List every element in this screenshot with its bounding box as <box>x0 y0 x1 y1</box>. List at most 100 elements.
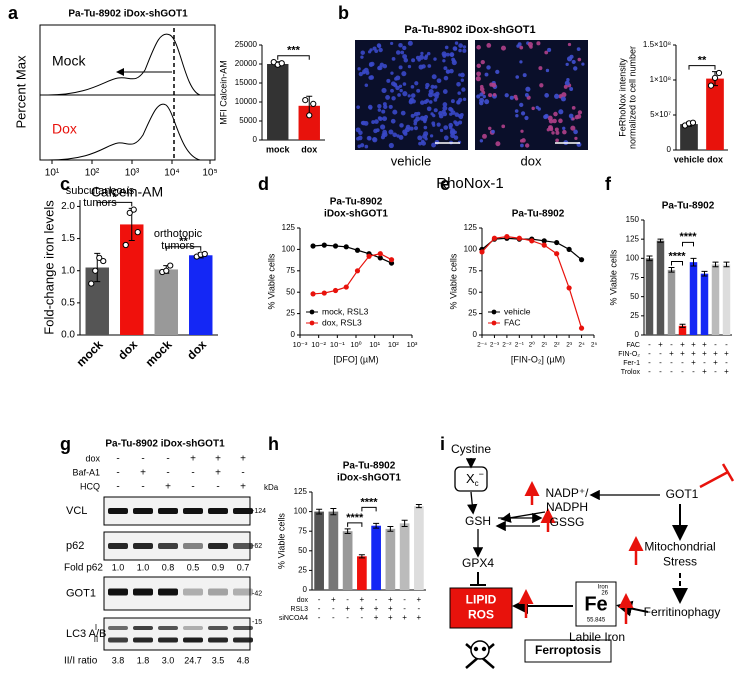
transporter-label: Xc− <box>466 469 484 488</box>
nucleus <box>360 50 365 55</box>
nucleus <box>398 42 403 48</box>
significance: * <box>112 191 117 203</box>
kda-label: kDa <box>264 483 279 492</box>
nucleus <box>450 99 455 104</box>
significance-bracket <box>96 201 133 207</box>
legend-label: mock, RSL3 <box>322 306 369 316</box>
nucleus <box>369 48 373 52</box>
nucleus <box>403 131 408 136</box>
data-point <box>707 82 715 89</box>
nucleus <box>413 121 417 126</box>
y-tick-label: 50 <box>630 292 639 301</box>
nucleus <box>549 127 554 132</box>
nucleus <box>360 143 365 148</box>
nucleus <box>519 139 524 143</box>
nucleus <box>423 99 428 105</box>
nucleus <box>402 82 407 86</box>
nucleus <box>552 118 557 124</box>
condition-sign: - <box>241 468 244 479</box>
nucleus <box>562 129 567 135</box>
nucleus <box>457 91 461 95</box>
nucleus <box>451 57 456 62</box>
node-label: Mitochondrial <box>644 540 715 554</box>
data-point <box>96 254 103 261</box>
nucleus <box>390 88 394 93</box>
ratio-value: 3.5 <box>212 655 225 665</box>
nucleus <box>382 116 388 122</box>
nucleus <box>448 125 453 130</box>
nucleus <box>486 43 492 48</box>
y-tick-label: 10000 <box>235 97 258 106</box>
nucleus <box>410 93 416 98</box>
nucleus <box>404 126 411 133</box>
bar <box>120 224 144 335</box>
x-tick-label: 2⁻¹ <box>515 342 525 349</box>
blot-band <box>108 543 128 549</box>
nucleus <box>454 41 459 45</box>
nucleus <box>581 62 585 66</box>
nucleus <box>372 46 377 51</box>
nucleus <box>403 58 409 63</box>
nucleus <box>529 45 533 49</box>
condition-sign: - <box>166 468 169 479</box>
flow-histogram <box>39 24 216 161</box>
condition-sign: - <box>403 595 406 604</box>
x-tick-label: 10³ <box>407 340 418 349</box>
nucleus <box>554 127 559 132</box>
condition-sign: + <box>713 358 718 367</box>
error-bar <box>358 554 365 559</box>
y-tick-label: 75 <box>630 273 639 282</box>
nucleus <box>364 83 369 88</box>
nucleus <box>479 139 484 143</box>
condition-sign: - <box>116 454 119 465</box>
condition-sign: - <box>116 482 119 493</box>
nucleus <box>567 42 572 47</box>
condition-sign: + <box>240 482 246 493</box>
condition-sign: - <box>670 358 673 367</box>
significance: **** <box>679 231 697 243</box>
nucleus <box>577 110 583 115</box>
condition-sign: - <box>703 358 706 367</box>
condition-sign: - <box>191 468 194 479</box>
nucleus <box>375 128 380 133</box>
nucleus <box>461 87 466 92</box>
blot-row-label: p62 <box>66 540 84 552</box>
fold-value: 1.0 <box>112 562 125 572</box>
nucleus <box>366 135 372 141</box>
condition-sign: + <box>388 613 393 622</box>
x-tick-label: 10⁵ <box>202 168 217 179</box>
condition-sign: - <box>216 482 219 493</box>
data-point <box>310 291 316 297</box>
y-tick-label: 0 <box>291 330 296 339</box>
condition-sign: + <box>165 482 171 493</box>
nucleus <box>452 46 458 51</box>
bar <box>680 124 698 150</box>
fold-value: 0.9 <box>212 562 225 572</box>
bar <box>298 105 320 140</box>
data-point <box>100 257 107 265</box>
significance: *** <box>287 45 301 57</box>
condition-label: Trolox <box>621 369 641 376</box>
nucleus <box>402 45 407 51</box>
nucleus <box>453 130 457 135</box>
bar <box>667 269 676 335</box>
condition-label: FIN-O₂ <box>618 351 640 358</box>
y-tick-label: 1.5×10⁸ <box>643 40 671 49</box>
series-line <box>481 235 583 329</box>
fold-value: 0.5 <box>187 562 200 572</box>
x-tick-label: dox <box>184 337 209 362</box>
note: subcutaneous <box>66 185 135 197</box>
error-bar <box>690 257 697 267</box>
nucleus <box>416 111 421 116</box>
nucleus <box>377 104 382 109</box>
nucleus <box>558 118 563 124</box>
data-point <box>388 257 395 263</box>
blot-row-label: GOT1 <box>66 587 96 599</box>
nucleus <box>436 78 442 84</box>
bar <box>154 269 178 335</box>
nucleus <box>449 68 454 74</box>
condition-sign: - <box>681 358 684 367</box>
nucleus <box>383 104 388 110</box>
condition-sign: - <box>318 613 321 622</box>
nucleus <box>479 84 484 89</box>
